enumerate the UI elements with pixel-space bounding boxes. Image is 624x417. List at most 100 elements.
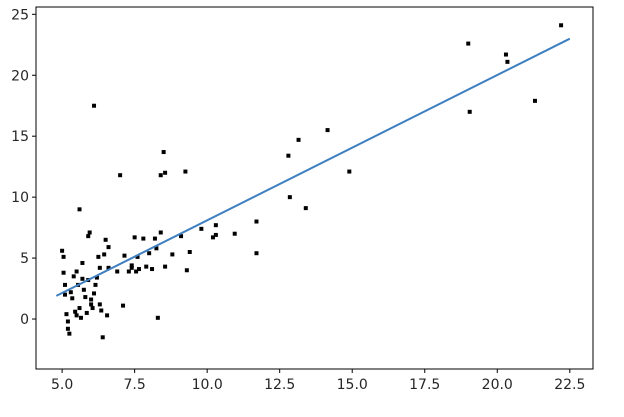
scatter-point [74, 269, 79, 274]
scatter-point [121, 303, 126, 308]
scatter-point [152, 236, 157, 241]
scatter-point [232, 231, 237, 236]
scatter-point [61, 254, 66, 259]
scatter-point [154, 246, 159, 251]
scatter-point [87, 230, 92, 235]
scatter-point [99, 308, 104, 313]
scatter-point [71, 274, 76, 279]
x-tick-label: 15.0 [337, 377, 368, 393]
scatter-point [94, 275, 99, 280]
scatter-point [135, 254, 140, 259]
x-tick-label: 10.0 [192, 377, 223, 393]
scatter-point [466, 41, 471, 46]
scatter-point [532, 98, 537, 103]
scatter-point [559, 23, 564, 28]
scatter-point [254, 219, 259, 224]
scatter-point [147, 251, 152, 256]
scatter-point [93, 282, 98, 287]
scatter-point [73, 309, 78, 314]
scatter-point [286, 153, 291, 158]
scatter-point [183, 169, 188, 174]
scatter-point [505, 59, 510, 64]
scatter-point [126, 269, 131, 274]
scatter-point [303, 206, 308, 211]
x-tick-label: 22.5 [554, 377, 585, 393]
scatter-point [74, 313, 79, 318]
scatter-point [296, 137, 301, 142]
scatter-point [97, 302, 102, 307]
scatter-point [129, 263, 134, 268]
scatter-point [81, 287, 86, 292]
scatter-point [158, 173, 163, 178]
scatter-point [78, 315, 83, 320]
scatter-point [65, 326, 70, 331]
scatter-point [64, 312, 69, 317]
scatter-point [503, 52, 508, 57]
y-tick-label: 25 [11, 7, 29, 23]
scatter-point [163, 264, 168, 269]
scatter-point [347, 169, 352, 174]
scatter-point [89, 297, 94, 302]
scatter-point [144, 264, 149, 269]
scatter-point [213, 223, 218, 228]
scatter-point [106, 245, 111, 250]
scatter-point [61, 270, 66, 275]
scatter-point [83, 295, 88, 300]
scatter-point [63, 282, 68, 287]
scatter-point [70, 296, 75, 301]
scatter-point [92, 103, 97, 108]
scatter-point [97, 265, 102, 270]
scatter-point [103, 237, 108, 242]
scatter-point [92, 291, 97, 296]
scatter-point [179, 234, 184, 239]
x-tick-label: 12.5 [264, 377, 295, 393]
scatter-point [155, 315, 160, 320]
scatter-point [105, 313, 110, 318]
scatter-point [141, 236, 146, 241]
scatter-point [80, 260, 85, 265]
scatter-point [134, 269, 139, 274]
scatter-point [122, 253, 127, 258]
scatter-point [187, 249, 192, 254]
y-tick-label: 5 [20, 251, 29, 267]
x-tick-label: 7.5 [124, 377, 146, 393]
scatter-point [63, 292, 68, 297]
scatter-point [102, 252, 107, 257]
scatter-point [86, 234, 91, 239]
y-tick-label: 15 [11, 129, 29, 145]
scatter-point [213, 232, 218, 237]
axes-frame [35, 6, 594, 370]
scatter-point [96, 254, 101, 259]
scatter-point [325, 128, 330, 133]
scatter-point [67, 331, 72, 336]
scatter-point [106, 265, 111, 270]
scatter-point [199, 226, 204, 231]
scatter-point [60, 248, 65, 253]
scatter-point [467, 109, 472, 114]
scatter-point [77, 306, 82, 311]
scatter-point [210, 235, 215, 240]
scatter-point [77, 207, 82, 212]
scatter-point [132, 235, 137, 240]
scatter-point [80, 276, 85, 281]
scatter-point [170, 252, 175, 257]
scatter-point [158, 230, 163, 235]
plot-area [55, 23, 571, 340]
x-tick-label: 17.5 [409, 377, 440, 393]
scatter-point [136, 267, 141, 272]
scatter-point [287, 195, 292, 200]
scatter-point [100, 335, 105, 340]
scatter-point [118, 173, 123, 178]
scatter-point [65, 319, 70, 324]
scatter-point [84, 310, 89, 315]
scatter-point [115, 269, 120, 274]
scatter-point [161, 150, 166, 155]
scatter-point [68, 290, 73, 295]
scatter-point [254, 251, 259, 256]
regression-line [55, 37, 571, 297]
y-tick-label: 10 [11, 190, 29, 206]
y-tick-label: 0 [20, 312, 29, 328]
y-tick-label: 20 [11, 68, 29, 84]
x-tick-label: 5.0 [51, 377, 73, 393]
